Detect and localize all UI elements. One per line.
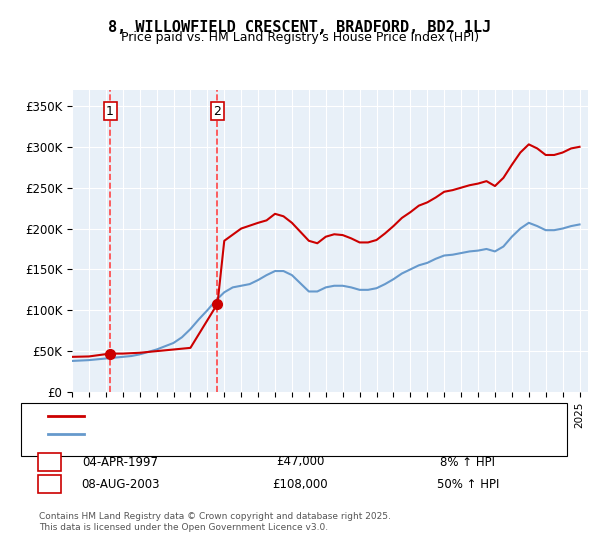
Text: 2: 2	[214, 105, 221, 118]
Text: 1: 1	[45, 455, 53, 469]
Text: 1: 1	[106, 105, 114, 118]
Text: 8% ↑ HPI: 8% ↑ HPI	[440, 455, 496, 469]
Text: 50% ↑ HPI: 50% ↑ HPI	[437, 478, 499, 491]
Text: Contains HM Land Registry data © Crown copyright and database right 2025.
This d: Contains HM Land Registry data © Crown c…	[39, 512, 391, 532]
Text: £108,000: £108,000	[272, 478, 328, 491]
Text: 04-APR-1997: 04-APR-1997	[82, 455, 158, 469]
Text: 8, WILLOWFIELD CRESCENT, BRADFORD, BD2 1LJ (semi-detached house): 8, WILLOWFIELD CRESCENT, BRADFORD, BD2 1…	[90, 411, 470, 421]
Text: 2: 2	[45, 478, 53, 491]
Text: Price paid vs. HM Land Registry's House Price Index (HPI): Price paid vs. HM Land Registry's House …	[121, 31, 479, 44]
Text: 08-AUG-2003: 08-AUG-2003	[81, 478, 159, 491]
Text: £47,000: £47,000	[276, 455, 324, 469]
Text: 8, WILLOWFIELD CRESCENT, BRADFORD, BD2 1LJ: 8, WILLOWFIELD CRESCENT, BRADFORD, BD2 1…	[109, 20, 491, 35]
Text: HPI: Average price, semi-detached house, Bradford: HPI: Average price, semi-detached house,…	[90, 429, 357, 439]
